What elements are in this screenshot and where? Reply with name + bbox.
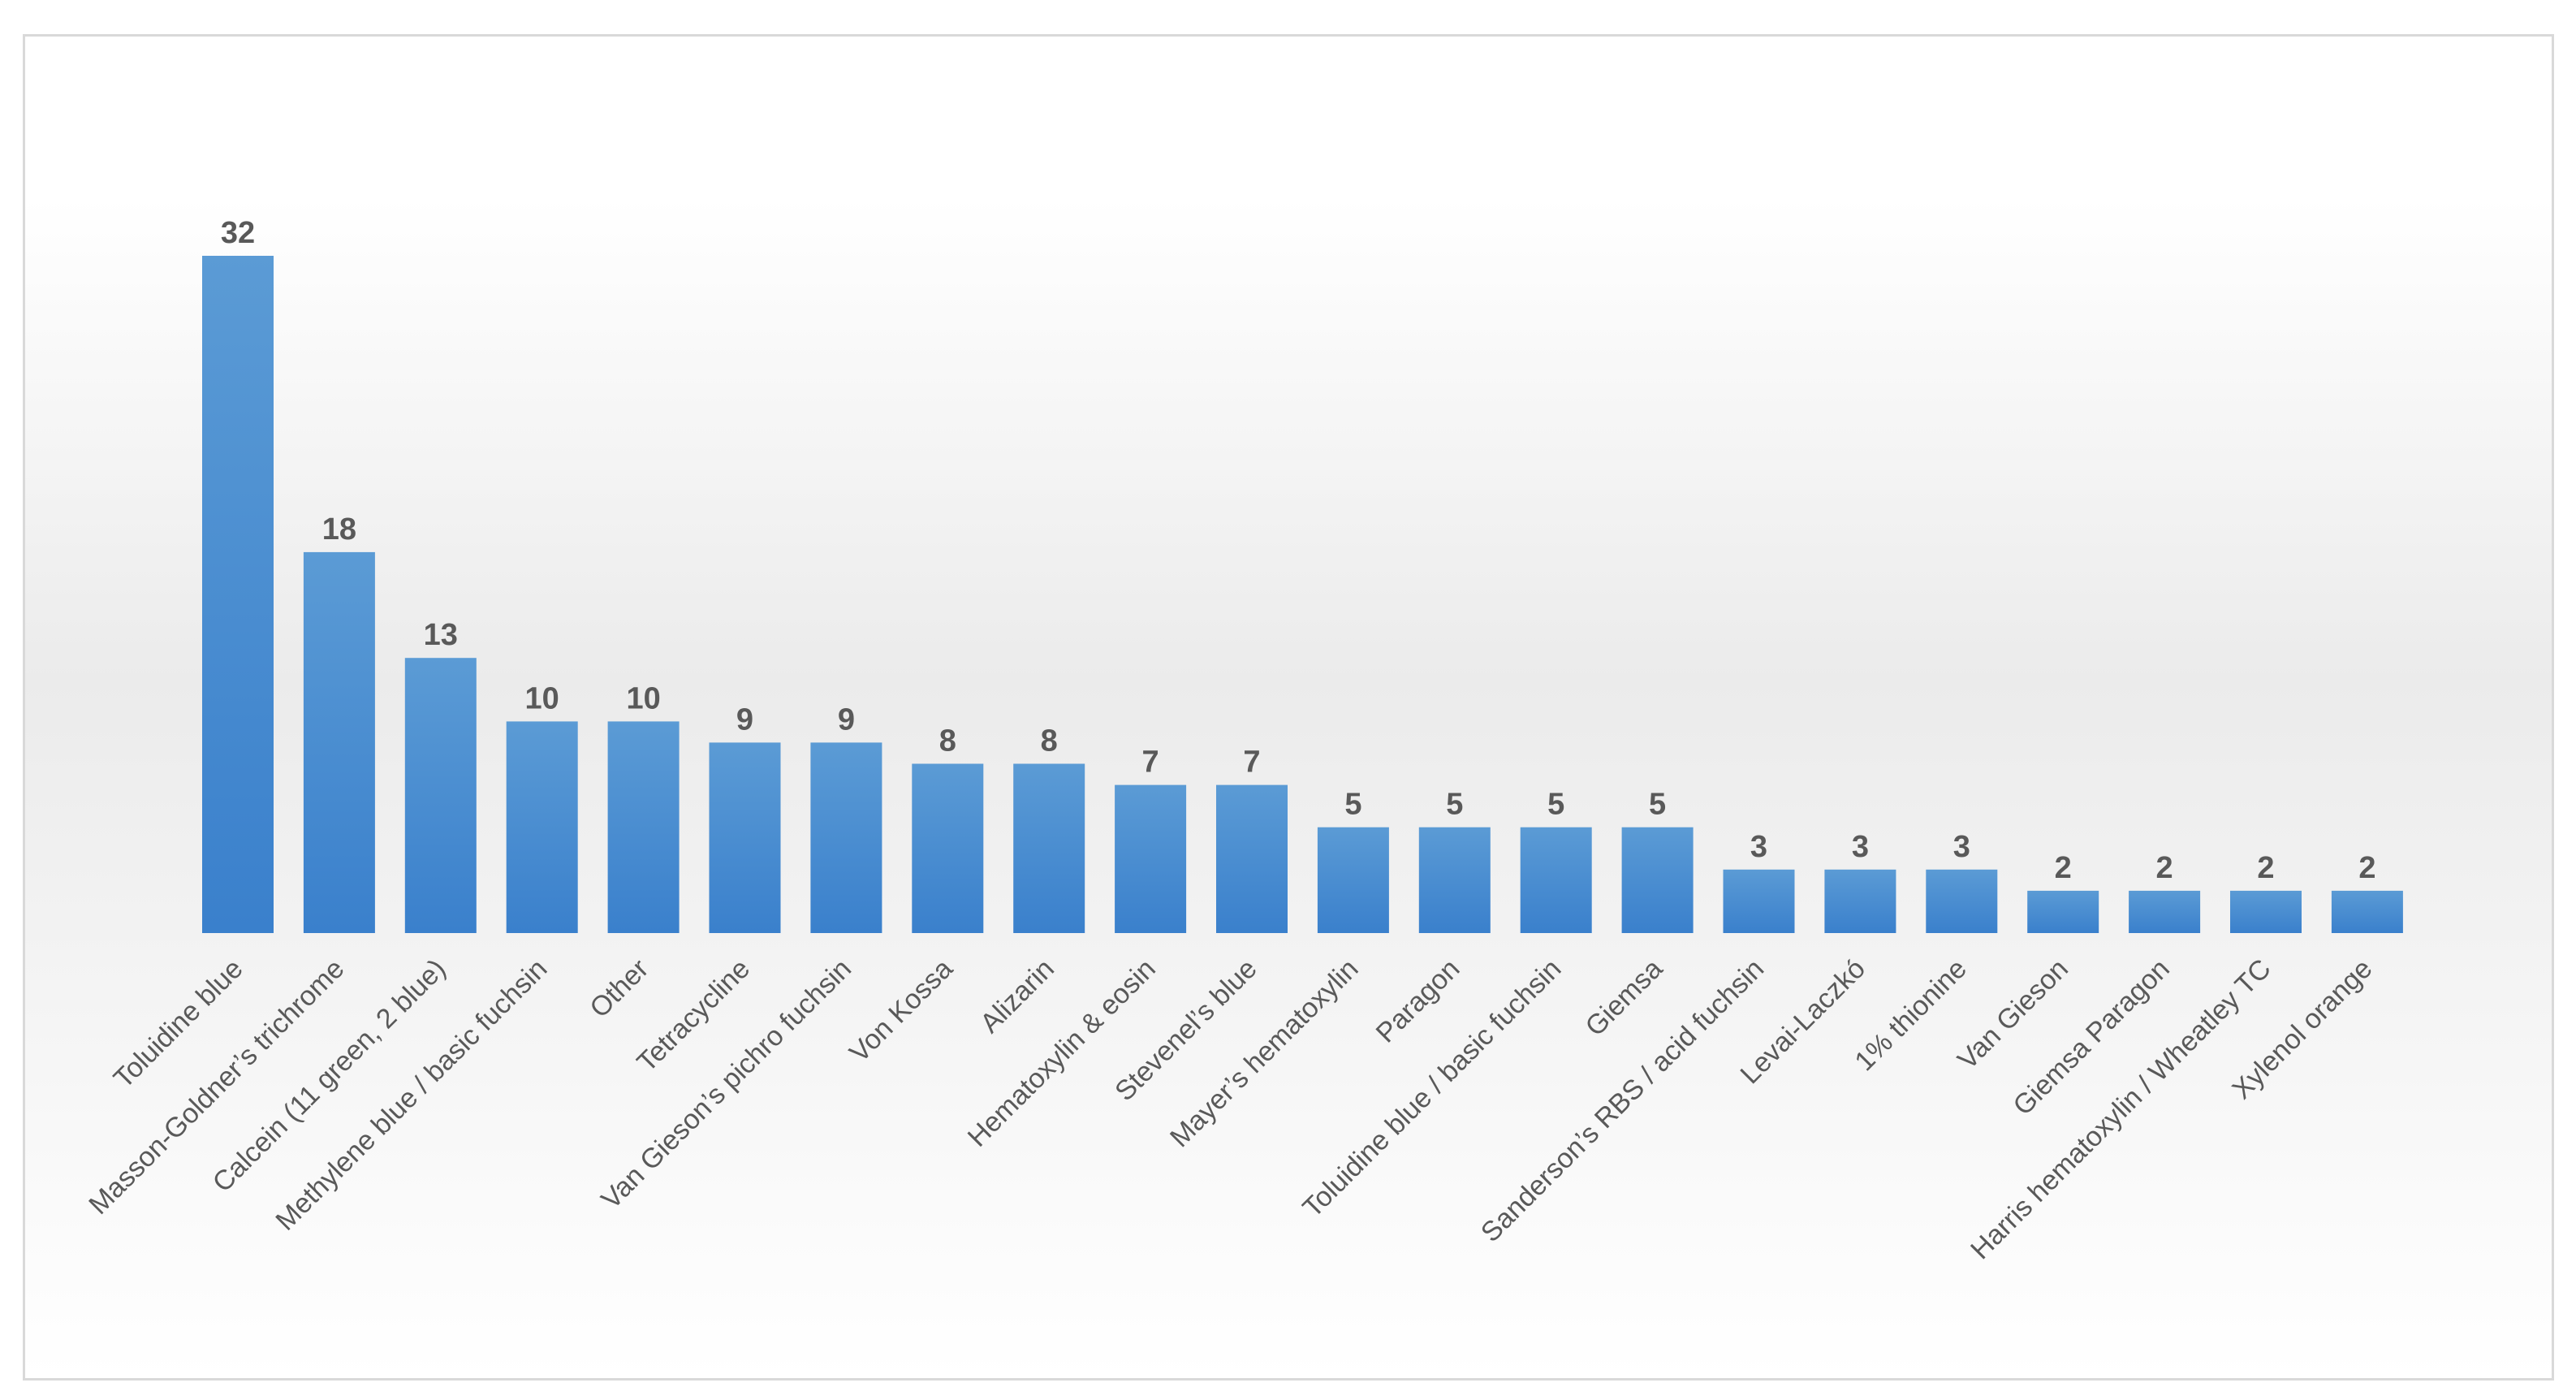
bar-value-label: 2 bbox=[2055, 851, 2072, 885]
bar bbox=[1317, 827, 1389, 933]
bar-value-label: 2 bbox=[2156, 851, 2173, 885]
bar bbox=[1418, 827, 1491, 933]
bar bbox=[2027, 890, 2099, 933]
bar-value-label: 8 bbox=[1041, 724, 1058, 758]
bar bbox=[1520, 827, 1592, 933]
bar-value-label: 7 bbox=[1243, 745, 1260, 780]
bar-value-label: 13 bbox=[424, 618, 458, 652]
bar-value-label: 2 bbox=[2257, 851, 2274, 885]
bar-value-label: 5 bbox=[1649, 788, 1666, 822]
bar bbox=[506, 721, 578, 933]
category-tick-label: Hematoxylin & eosin bbox=[962, 953, 1162, 1153]
bar-value-label: 10 bbox=[626, 681, 660, 715]
bar bbox=[709, 742, 781, 933]
bar bbox=[810, 742, 882, 933]
bar-value-label: 3 bbox=[1852, 830, 1869, 864]
category-tick-label: Other bbox=[584, 953, 654, 1024]
category-tick-label: Alizarin bbox=[974, 953, 1060, 1039]
bars-layer bbox=[202, 256, 2403, 933]
bar bbox=[607, 721, 680, 933]
bar bbox=[1824, 869, 1896, 933]
bar-value-label: 3 bbox=[1953, 830, 1970, 864]
bar-value-label: 2 bbox=[2358, 851, 2375, 885]
bar bbox=[912, 763, 984, 933]
bar bbox=[1013, 763, 1085, 933]
bar-value-label: 9 bbox=[736, 702, 753, 737]
bar bbox=[1926, 869, 1998, 933]
bar bbox=[2129, 890, 2201, 933]
bar-value-label: 7 bbox=[1142, 745, 1159, 780]
category-tick-label: Paragon bbox=[1370, 953, 1466, 1049]
bar bbox=[2331, 890, 2403, 933]
bar-value-label: 5 bbox=[1446, 788, 1463, 822]
bar-value-label: 5 bbox=[1547, 788, 1564, 822]
bar bbox=[1723, 869, 1795, 933]
bar-value-label: 9 bbox=[838, 702, 855, 737]
bar bbox=[1115, 784, 1187, 933]
bar bbox=[1216, 784, 1288, 933]
bar bbox=[2230, 890, 2302, 933]
bar bbox=[202, 256, 274, 933]
bar bbox=[303, 551, 375, 933]
category-tick-label: Giemsa bbox=[1580, 953, 1669, 1043]
category-tick-label: Mayer’s hematoxylin bbox=[1164, 953, 1364, 1153]
bar-value-label: 5 bbox=[1344, 788, 1361, 822]
category-tick-label: Von Kossa bbox=[844, 953, 959, 1069]
bar bbox=[1621, 827, 1694, 933]
bar-value-label: 8 bbox=[939, 724, 956, 758]
bar-value-label: 32 bbox=[221, 216, 255, 250]
bar bbox=[404, 658, 477, 933]
bar-value-label: 10 bbox=[525, 681, 559, 715]
bar-value-label: 18 bbox=[322, 512, 356, 547]
chart-frame: 32 18 13 10 10 9 9 8 8 7 7 5 5 5 5 3 3 3 2 2 2 2 Toluidine bl… bbox=[23, 34, 2554, 1381]
bar-value-label: 3 bbox=[1750, 830, 1767, 864]
